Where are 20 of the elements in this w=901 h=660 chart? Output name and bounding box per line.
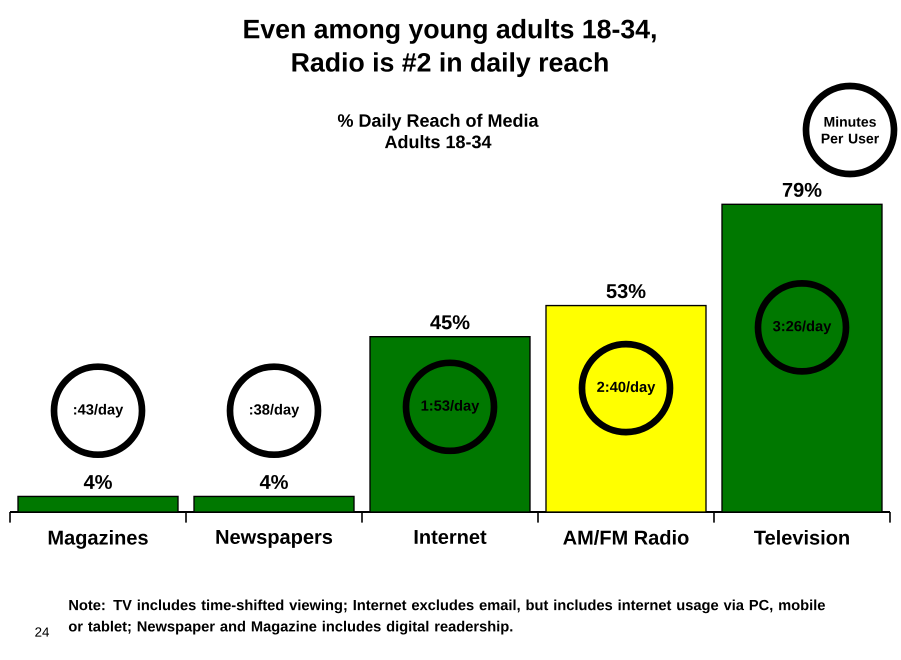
data-label: 53% [606,284,646,298]
annotation: :38/day [250,404,300,418]
x-tick-label: Newspapers [216,530,332,548]
data-label: 4% [260,474,288,490]
annotation: 3:26/day [772,320,832,334]
text: 24 [35,627,50,637]
x-tick-label: Magazines [48,530,148,549]
x-tick-label: AM/FM Radio [563,530,689,545]
annotation: 1:53/day [422,400,480,414]
x-tick-label: Internet [414,530,486,544]
data-label: 4% [84,474,112,490]
text: Minutes Per User [822,116,879,144]
data-label: 45% [430,315,470,330]
chart-title: Even among young adults 18-34, Radio is #2 in daily reach [244,18,656,78]
annotation: 2:40/day [597,381,656,395]
x-tick-label: Television [754,530,849,545]
text: Note: TV includes time-shifted viewing; Internet excludes email, but includes internet usage via PC, mobile or tablet; Newspaper and Magazine includes digital readership. [68,599,825,635]
annotation: :43/day [74,404,124,418]
chart-subtitle: % Daily Reach of Media Adults 18-34 [338,114,539,148]
data-label: 79% [782,182,822,197]
